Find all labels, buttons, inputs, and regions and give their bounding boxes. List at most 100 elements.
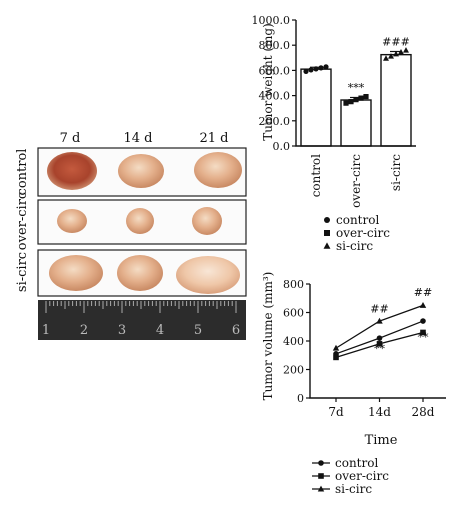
line-legend-marker-si-circ (317, 485, 325, 492)
ruler-label-1: 1 (42, 323, 50, 338)
line-chart-xlabel: Time (365, 433, 398, 448)
bar-over-circ (340, 99, 372, 147)
bar-y-tick-label: 400.0 (259, 90, 291, 103)
bar-legend-label-control: control (336, 213, 379, 227)
line-x-labels: 7d 14d 28d (328, 398, 435, 419)
bar-point-control (303, 68, 309, 75)
tumor-over-circ-14d (126, 208, 154, 234)
tumor-control-7d (47, 152, 97, 190)
photo-panel: 7 d 14 d 21 d control over-circ si-circ … (15, 131, 247, 340)
line-point-si-circ (376, 317, 383, 324)
row-label-control: control (15, 149, 30, 196)
bar-x-label-control: control (309, 154, 323, 197)
bar-point-over-circ (353, 97, 359, 103)
ruler-label-3: 3 (118, 323, 126, 338)
bar-si-circ (380, 53, 412, 147)
bar-x-label-si-circ: si-circ (389, 154, 403, 191)
bar-point-control (313, 66, 319, 72)
line-legend-marker-over-circ (318, 473, 324, 479)
tumor-si-circ-7d (49, 255, 103, 291)
line-chart-ylabel: Tumor volume (mm³) (261, 272, 275, 401)
bar-point-control (318, 65, 324, 71)
line-annotation: ** (418, 331, 430, 344)
bar-annotation-si-circ: ### (382, 36, 410, 49)
bar-chart: Tumor weight (mg) 0.0 200.0 400.0 600.0 800.… (252, 14, 416, 253)
ruler-label-6: 6 (232, 323, 240, 338)
tumor-over-circ-7d (57, 209, 87, 233)
bar-y-tick-label: 200.0 (259, 115, 291, 128)
line-y-tick-label: 800 (283, 278, 304, 291)
line-x-label-14d: 14d (368, 405, 391, 419)
bar-point-over-circ (348, 99, 354, 105)
line-legend-label-si-circ: si-circ (335, 482, 372, 496)
bar-control (300, 68, 332, 147)
line-chart-axes (309, 284, 446, 399)
bar-y-tick-label: 600.0 (259, 64, 291, 77)
tumor-si-circ-14d (117, 255, 163, 291)
bar-point-si-circ (383, 55, 389, 61)
line-y-ticks: 0 200 400 600 800 (283, 278, 310, 405)
line-legend-marker-control (318, 460, 324, 466)
line-y-tick-label: 400 (283, 335, 304, 348)
bar-x-label-over-circ: over-circ (349, 154, 363, 208)
bar-point-control (323, 64, 329, 70)
line-point-over-circ (376, 341, 383, 347)
bar-chart-ylabel: Tumor weight (mg) (261, 23, 275, 141)
bar-point-over-circ (363, 94, 369, 100)
bar-legend-marker-si-circ (323, 242, 331, 249)
bar-y-tick-label: 0.0 (273, 140, 291, 153)
day-label-21d: 21 d (200, 131, 229, 146)
line-x-label-7d: 7d (328, 405, 344, 419)
line-point-si-circ (419, 302, 427, 308)
line-annotation: ** (374, 342, 386, 355)
row-label-si-circ: si-circ (15, 252, 30, 292)
line-annotation: ## (414, 286, 432, 299)
line-chart: Tumor volume (mm³) 0 200 400 600 800 7d 14d 28… (261, 272, 446, 496)
bar-chart-axes (295, 20, 416, 147)
bar-point-over-circ (343, 100, 349, 106)
line-point-si-circ (332, 344, 340, 351)
line-point-over-circ (420, 329, 426, 336)
tumor-si-circ-21d (176, 256, 240, 294)
bar-y-tick-label: 1000.0 (252, 14, 291, 27)
day-label-7d: 7 d (60, 131, 81, 146)
bar-point-si-circ (403, 47, 409, 53)
tumor-over-circ-21d (192, 207, 222, 235)
bar-point-si-circ (393, 50, 399, 57)
bar-point-control (308, 67, 314, 73)
day-label-14d: 14 d (124, 131, 153, 146)
line-y-tick-label: 0 (297, 392, 304, 405)
line-x-label-28d: 28d (412, 405, 435, 419)
bar-y-ticks: 0.0 200.0 400.0 600.0 800.0 1000.0 (252, 14, 296, 153)
line-y-tick-label: 200 (283, 364, 304, 377)
bar-legend-marker-control (324, 217, 330, 223)
bar-point-si-circ (388, 53, 394, 59)
line-point-control (376, 335, 383, 341)
bar-points (303, 47, 409, 106)
bar-legend-label-over-circ: over-circ (336, 226, 390, 240)
line-legend-label-over-circ: over-circ (335, 469, 389, 483)
bar-point-over-circ (358, 95, 364, 101)
bar-legend-marker-over-circ (324, 230, 330, 236)
bar-annotation-over-circ: *** (348, 81, 365, 94)
bar-x-labels: control over-circ si-circ (309, 154, 403, 208)
line-series (332, 302, 427, 361)
line-annotations: ## ## ** ** (370, 286, 432, 355)
line-y-tick-label: 600 (283, 307, 304, 320)
ruler-label-4: 4 (156, 323, 164, 338)
tumor-control-21d (194, 152, 242, 188)
bar-annotations: *** ### (348, 36, 410, 95)
line-point-over-circ (333, 354, 339, 361)
ruler-ticks (45, 301, 237, 313)
ruler-label-2: 2 (80, 323, 88, 338)
bar-point-si-circ (398, 49, 404, 55)
line-annotation: ## (370, 303, 388, 316)
ruler-labels: 1 2 3 4 5 6 (42, 323, 240, 338)
bar-y-tick-label: 800.0 (259, 39, 291, 52)
ruler (38, 300, 246, 340)
line-point-control (420, 318, 426, 324)
line-legend-label-control: control (335, 456, 378, 470)
